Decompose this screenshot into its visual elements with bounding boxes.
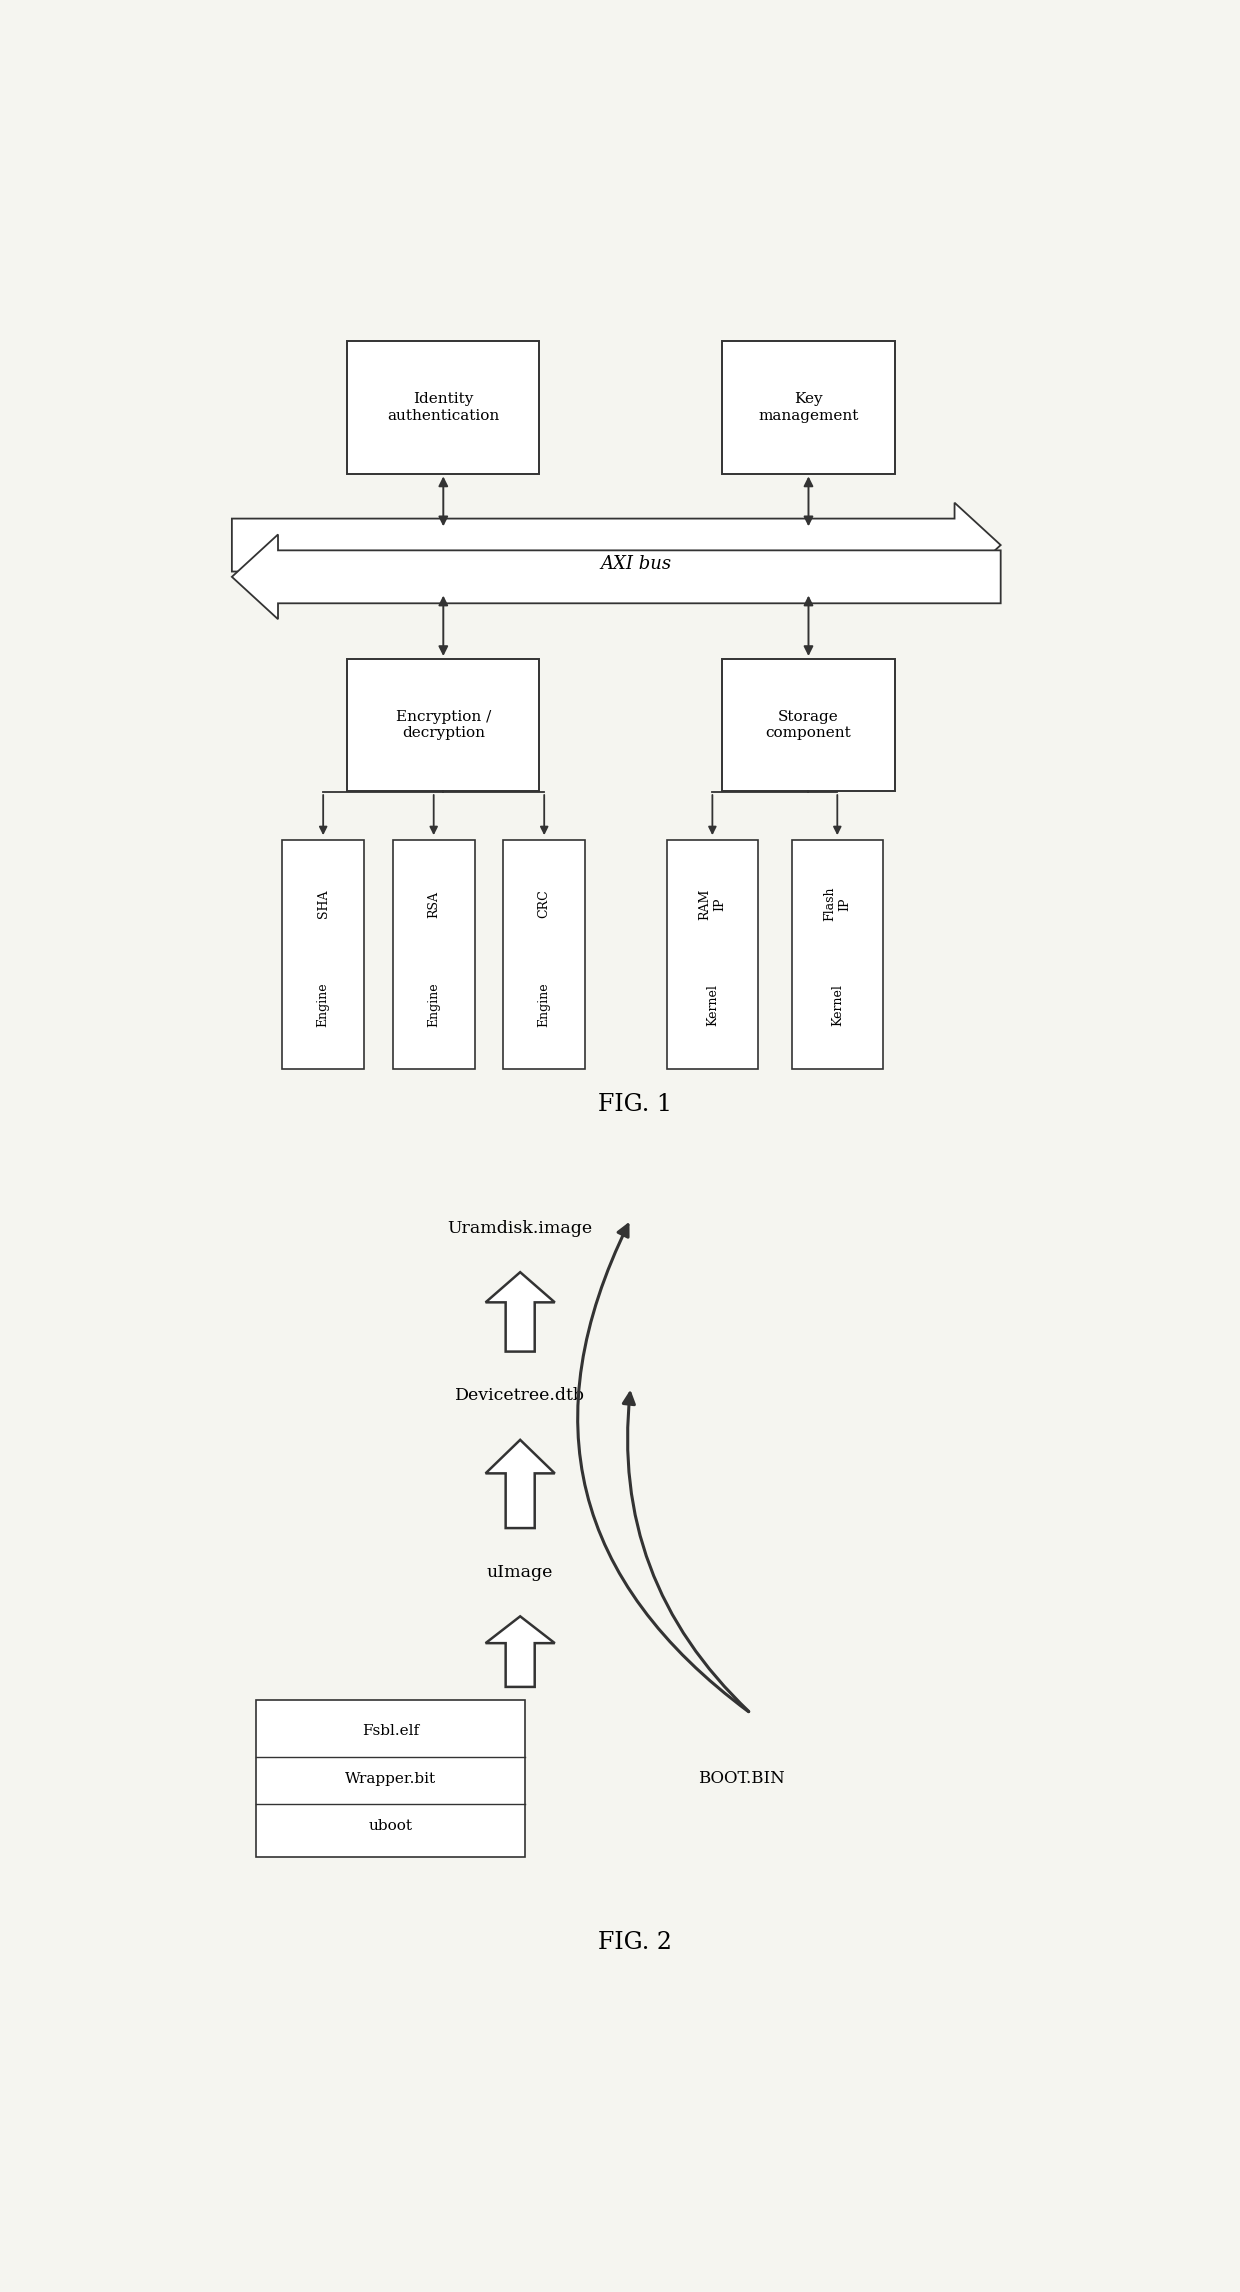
FancyArrow shape <box>232 534 1001 619</box>
Text: AXI bus: AXI bus <box>600 555 671 573</box>
Text: Storage
component: Storage component <box>765 711 852 740</box>
Text: Key
management: Key management <box>759 392 858 422</box>
Text: Devicetree.dtb: Devicetree.dtb <box>455 1387 585 1405</box>
Text: FIG. 1: FIG. 1 <box>599 1093 672 1116</box>
Text: Kernel: Kernel <box>831 983 843 1027</box>
Text: RAM
IP: RAM IP <box>698 889 727 919</box>
Text: RSA: RSA <box>428 892 440 917</box>
Text: CRC: CRC <box>538 889 551 919</box>
Polygon shape <box>486 1439 554 1529</box>
Text: Kernel: Kernel <box>706 983 719 1027</box>
Text: Engine: Engine <box>316 983 330 1027</box>
Text: Identity
authentication: Identity authentication <box>387 392 500 422</box>
Bar <box>347 658 539 791</box>
Bar <box>667 839 758 1068</box>
Bar <box>255 1701 525 1857</box>
FancyArrowPatch shape <box>578 1224 749 1712</box>
Text: BOOT.BIN: BOOT.BIN <box>698 1769 785 1788</box>
Polygon shape <box>486 1272 554 1352</box>
Text: Fsbl.elf: Fsbl.elf <box>362 1724 419 1737</box>
Bar <box>722 658 895 791</box>
Text: Engine: Engine <box>428 983 440 1027</box>
Bar <box>283 839 365 1068</box>
FancyArrowPatch shape <box>624 1394 749 1712</box>
Text: Engine: Engine <box>538 983 551 1027</box>
Text: uImage: uImage <box>487 1563 553 1581</box>
Text: Encryption /
decryption: Encryption / decryption <box>396 711 491 740</box>
Polygon shape <box>486 1616 554 1687</box>
Bar <box>791 839 883 1068</box>
Text: SHA: SHA <box>316 889 330 919</box>
Text: FIG. 2: FIG. 2 <box>599 1932 672 1955</box>
FancyArrow shape <box>232 502 1001 587</box>
Text: Uramdisk.image: Uramdisk.image <box>448 1219 593 1238</box>
Text: uboot: uboot <box>368 1820 413 1834</box>
Bar <box>393 839 475 1068</box>
Bar <box>722 342 895 474</box>
Text: Wrapper.bit: Wrapper.bit <box>345 1772 436 1785</box>
Text: Flash
IP: Flash IP <box>823 887 852 921</box>
Bar <box>503 839 585 1068</box>
Bar <box>347 342 539 474</box>
